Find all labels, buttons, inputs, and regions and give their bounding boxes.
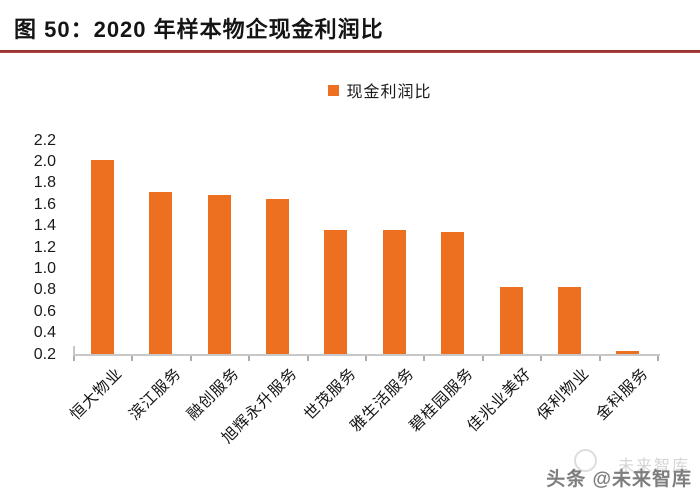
x-axis-tick [73,356,75,361]
x-axis-tick [423,356,426,361]
x-axis-tick [598,356,601,361]
x-axis-tick [131,356,134,361]
x-axis-tick [365,356,367,361]
title-divider [0,50,700,53]
watermark-text: 头条 @未来智库 [546,469,692,490]
watermark-logo-icon [574,449,597,472]
chart-legend: 现金利润比 [60,78,700,102]
x-axis-tick [189,356,192,361]
bar-雅生活服务 [382,229,406,354]
x-axis-tick [540,356,543,361]
y-axis-tick-label: 0.6 [33,302,56,320]
bar-保利物业 [557,286,581,354]
y-axis-tick-label: 1.2 [33,238,56,256]
bar-滨江服务 [149,192,173,354]
x-axis-line [73,354,660,356]
legend-marker-icon [328,84,340,96]
bar-世茂服务 [324,229,348,354]
bar-旭辉永升服务 [265,198,289,354]
bar-金科服务 [616,350,640,354]
y-axis-tick-label: 0.4 [33,324,56,342]
y-axis-tick-label: 1.8 [33,174,56,192]
y-axis-tick-label: 1.6 [33,195,56,213]
bar-融创服务 [207,194,231,354]
y-axis-tick-label: 1.4 [33,217,56,235]
y-axis-tick-label: 0.2 [33,345,56,363]
bar-碧桂园服务 [441,232,465,354]
y-axis-stub [73,346,75,354]
watermark-ghost-text: 未来智库 [617,458,690,475]
x-axis-tick [306,356,309,361]
y-axis-tick-label: 0.8 [33,281,56,299]
x-axis-tick [657,356,659,361]
y-axis-tick-label: 2.2 [33,131,56,149]
figure-title: 图 50：2020 年样本物企现金利润比 [14,17,384,42]
bar-恒大物业 [90,160,114,354]
x-axis-tick [481,356,484,361]
legend-label: 现金利润比 [346,84,432,101]
y-axis-tick-label: 2.0 [33,152,56,170]
bar-佳兆业美好 [499,286,523,354]
x-axis-tick [248,356,251,361]
y-axis-tick-label: 1.0 [33,259,56,277]
